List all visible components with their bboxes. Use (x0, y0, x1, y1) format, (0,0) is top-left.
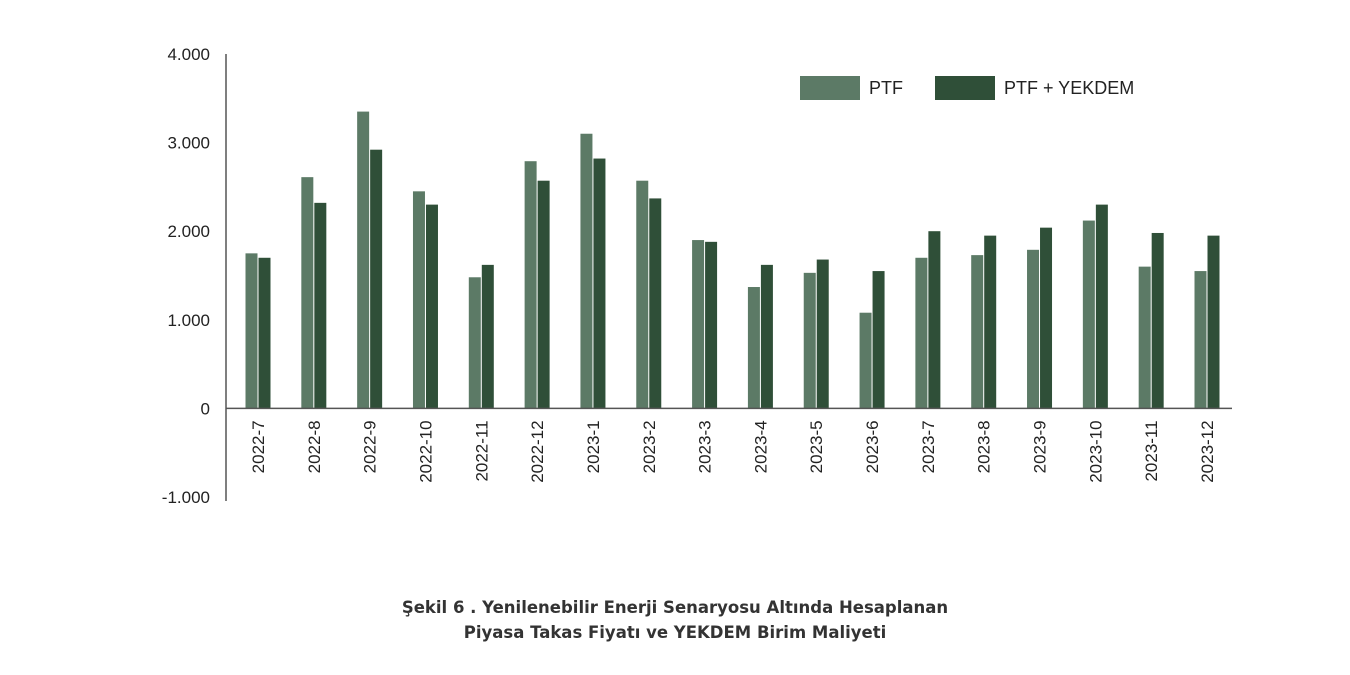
bar-ptf-yekdem (258, 257, 271, 409)
x-tick-label: 2023-4 (751, 420, 770, 473)
y-tick-label: 0 (201, 399, 210, 418)
figure-caption-line-2: Piyasa Takas Fiyatı ve YEKDEM Birim Mali… (463, 623, 887, 642)
x-tick-label: 2023-2 (640, 420, 659, 473)
bar-ptf-yekdem (1040, 227, 1053, 409)
x-tick-label: 2023-5 (807, 420, 826, 473)
bar-ptf (692, 240, 705, 409)
x-tick-label: 2023-12 (1198, 420, 1217, 482)
bar-ptf (1082, 220, 1095, 409)
x-tick-label: 2022-12 (528, 420, 547, 482)
legend-swatch-ptf-yekdem (935, 76, 995, 100)
legend-label-ptf-yekdem: PTF + YEKDEM (1004, 78, 1134, 98)
bar-ptf-yekdem (1095, 204, 1108, 409)
bar-ptf (859, 312, 872, 409)
x-tick-label: 2022-7 (249, 420, 268, 473)
bar-ptf-yekdem (537, 180, 550, 409)
x-tick-label: 2023-8 (975, 420, 994, 473)
bar-ptf-yekdem (481, 264, 494, 409)
x-tick-label: 2022-10 (416, 420, 435, 482)
x-tick-label: 2023-3 (696, 420, 715, 473)
bar-ptf (468, 277, 481, 409)
bar-ptf (636, 180, 649, 409)
bar-ptf (971, 255, 984, 409)
x-tick-label: 2023-6 (863, 420, 882, 473)
bar-ptf-yekdem (1207, 235, 1220, 409)
bar-ptf-yekdem (816, 259, 829, 409)
x-tick-label: 2023-7 (919, 420, 938, 473)
bar-ptf-yekdem (928, 231, 941, 409)
x-tick-label: 2022-8 (305, 420, 324, 473)
y-tick-label: -1.000 (162, 488, 210, 507)
bar-ptf-yekdem (425, 204, 438, 409)
bar-ptf-yekdem (649, 198, 662, 409)
bar-ptf-yekdem (370, 149, 383, 409)
x-tick-label: 2023-1 (584, 420, 603, 473)
bar-ptf (915, 257, 928, 409)
bar-ptf-yekdem (314, 202, 327, 409)
bar-ptf (580, 133, 593, 409)
legend-swatch-ptf (800, 76, 860, 100)
bar-ptf (1027, 249, 1040, 409)
x-tick-label: 2023-11 (1142, 420, 1161, 481)
bar-ptf-yekdem (593, 158, 606, 409)
y-tick-label: 3.000 (167, 134, 210, 153)
bar-ptf (412, 191, 425, 409)
legend-label-ptf: PTF (869, 78, 903, 98)
bar-ptf-yekdem (760, 264, 773, 409)
figure-caption-line-1: Şekil 6 . Yenilenebilir Enerji Senaryosu… (401, 598, 949, 617)
bar-ptf (245, 253, 258, 409)
x-tick-label: 2022-11 (472, 420, 491, 481)
bar-ptf (301, 177, 314, 409)
bar-ptf-yekdem (984, 235, 997, 409)
bar-ptf-yekdem (1151, 232, 1164, 409)
y-tick-label: 1.000 (167, 311, 210, 330)
bar-ptf (1194, 271, 1207, 409)
x-tick-label: 2022-9 (361, 420, 380, 473)
bar-ptf (803, 272, 816, 409)
bar-ptf (1138, 266, 1151, 409)
y-tick-label: 4.000 (167, 45, 210, 64)
bar-ptf-yekdem (872, 271, 885, 409)
bar-ptf (524, 161, 537, 409)
bar-ptf (747, 287, 760, 409)
x-tick-label: 2023-10 (1086, 420, 1105, 482)
bar-ptf (357, 111, 370, 409)
bar-ptf-yekdem (705, 241, 718, 409)
x-tick-label: 2023-9 (1031, 420, 1050, 473)
y-tick-label: 2.000 (167, 222, 210, 241)
